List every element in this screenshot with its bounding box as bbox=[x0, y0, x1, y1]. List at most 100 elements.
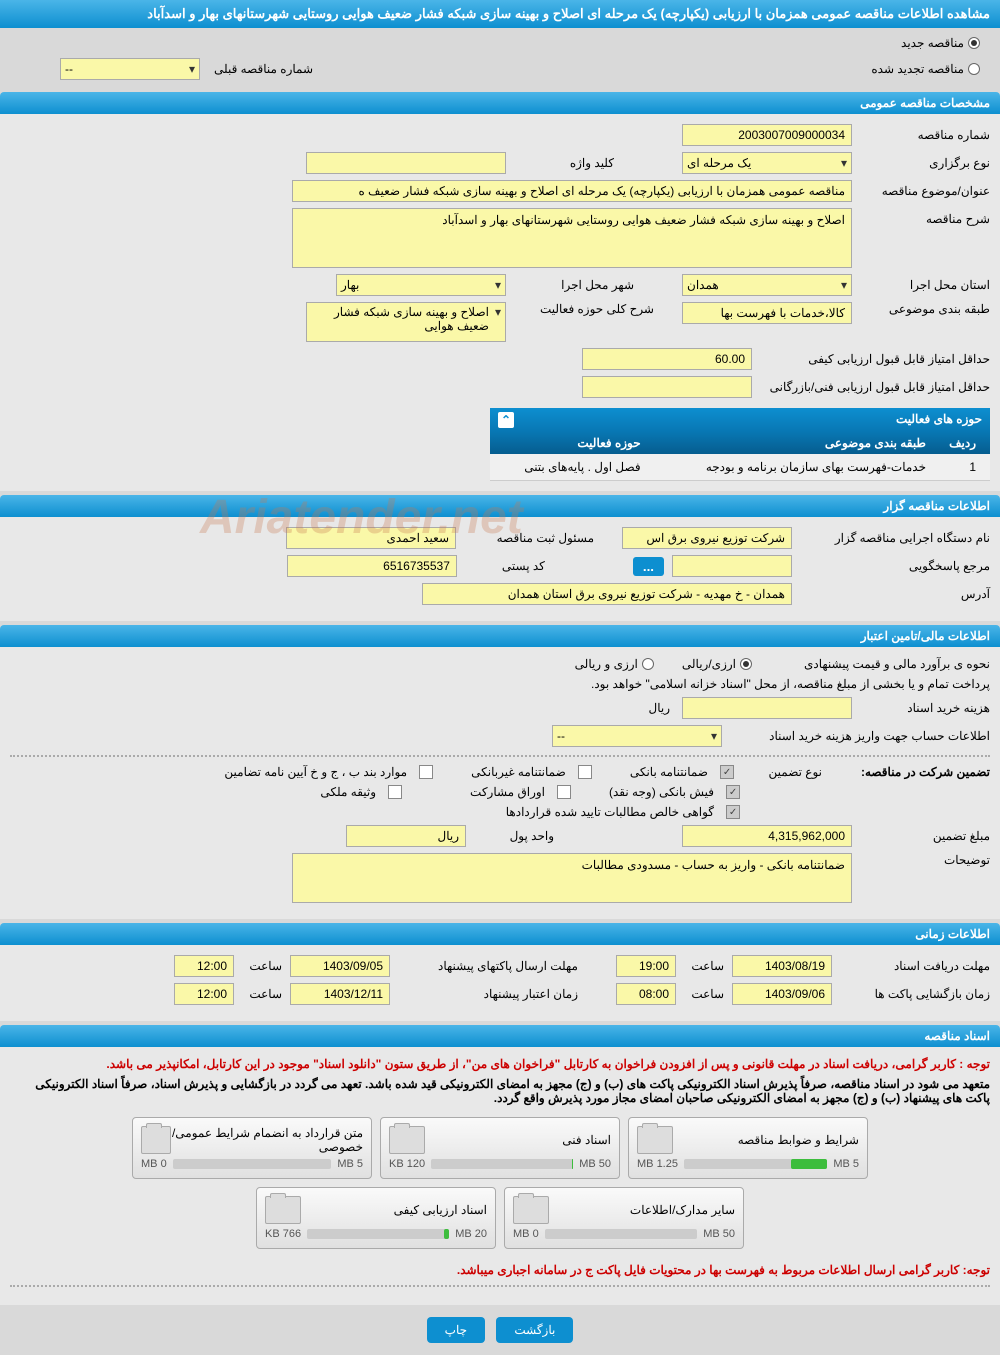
guarantee-type-label: نوع تضمین bbox=[742, 765, 822, 779]
footer-notice: توجه: کاربر گرامی ارسال اطلاعات مربوط به… bbox=[10, 1263, 990, 1277]
submit-date: 1403/09/05 bbox=[290, 955, 390, 977]
radio-new[interactable] bbox=[968, 37, 980, 49]
postal-label: کد پستی bbox=[465, 559, 545, 573]
registrar-field: سعید احمدی bbox=[286, 527, 456, 549]
min-tech-field bbox=[582, 376, 752, 398]
classification-field: کالا،خدمات با فهرست بها bbox=[682, 302, 852, 324]
file-used: 1.25 MB bbox=[637, 1158, 678, 1170]
tender-type-row: مناقصه جدید bbox=[0, 28, 1000, 58]
number-label: شماره مناقصه bbox=[860, 128, 990, 142]
guarantee-title: تضمین شرکت در مناقصه: bbox=[830, 765, 990, 779]
currency-label: واحد پول bbox=[474, 829, 554, 843]
org-field: شرکت توزیع نیروی برق اس bbox=[622, 527, 792, 549]
cb-bank-guarantee[interactable] bbox=[720, 765, 734, 779]
notice-1: توجه : کاربر گرامی، دریافت اسناد در مهلت… bbox=[10, 1057, 990, 1071]
file-name: متن قرارداد به انضمام شرایط عمومی/خصوصی bbox=[171, 1126, 363, 1154]
time-label-4: ساعت bbox=[242, 987, 282, 1001]
notes-textarea[interactable]: ضمانتنامه بانکی - واریز به حساب - مسدودی… bbox=[292, 853, 852, 903]
col-activity: حوزه فعالیت bbox=[498, 436, 647, 450]
desc-label: شرح مناقصه bbox=[860, 208, 990, 226]
submit-time: 12:00 bbox=[174, 955, 234, 977]
subject-label: عنوان/موضوع مناقصه bbox=[860, 184, 990, 198]
deposit-account-select[interactable]: -- bbox=[552, 725, 722, 747]
radio-renewed-label: مناقصه تجدید شده bbox=[871, 62, 964, 76]
radio-new-label: مناقصه جدید bbox=[901, 36, 964, 50]
validity-time: 12:00 bbox=[174, 983, 234, 1005]
folder-icon bbox=[389, 1126, 425, 1154]
estimate-label: نحوه ی برآورد مالی و قیمت پیشنهادی bbox=[760, 657, 990, 671]
folder-icon bbox=[513, 1196, 549, 1224]
city-select[interactable]: بهار bbox=[336, 274, 506, 296]
min-quality-label: حداقل امتیاز قابل قبول ارزیابی کیفی bbox=[760, 352, 990, 366]
notes-label: توضیحات bbox=[860, 853, 990, 867]
radio-rial[interactable] bbox=[740, 658, 752, 670]
responder-label: مرجع پاسخگویی bbox=[800, 559, 990, 573]
file-box[interactable]: اسناد فنی 50 MB 120 KB bbox=[380, 1117, 620, 1179]
file-total: 50 MB bbox=[579, 1158, 611, 1170]
file-used: 120 KB bbox=[389, 1158, 425, 1170]
time-label-1: ساعت bbox=[684, 959, 724, 973]
holding-type-select[interactable]: یک مرحله ای bbox=[682, 152, 852, 174]
folder-icon bbox=[637, 1126, 673, 1154]
file-total: 20 MB bbox=[455, 1228, 487, 1240]
ellipsis-button[interactable]: ... bbox=[633, 557, 664, 576]
notice-2: متعهد می شود در اسناد مناقصه، صرفاً پذیر… bbox=[10, 1077, 990, 1105]
file-progress bbox=[545, 1229, 698, 1239]
radio-renewed[interactable] bbox=[968, 63, 980, 75]
receive-deadline-label: مهلت دریافت اسناد bbox=[840, 959, 990, 973]
file-total: 50 MB bbox=[703, 1228, 735, 1240]
province-select[interactable]: همدان bbox=[682, 274, 852, 296]
deposit-account-label: اطلاعات حساب جهت واریز هزینه خرید اسناد bbox=[730, 729, 990, 743]
file-box[interactable]: شرایط و ضوابط مناقصه 5 MB 1.25 MB bbox=[628, 1117, 868, 1179]
file-box[interactable]: متن قرارداد به انضمام شرایط عمومی/خصوصی … bbox=[132, 1117, 372, 1179]
cb-net-recv[interactable] bbox=[726, 805, 740, 819]
cb-receipt[interactable] bbox=[726, 785, 740, 799]
section-general: مشخصات مناقصه عمومی bbox=[0, 92, 1000, 114]
activity-table-header: حوزه های فعالیت ⌃ bbox=[490, 408, 990, 432]
address-field: همدان - خ مهدیه - شرکت توزیع نیروی برق ا… bbox=[422, 583, 792, 605]
registrar-label: مسئول ثبت مناقصه bbox=[464, 531, 594, 545]
print-button[interactable]: چاپ bbox=[427, 1317, 485, 1343]
section-timing: اطلاعات زمانی bbox=[0, 923, 1000, 945]
cb-participation[interactable] bbox=[557, 785, 571, 799]
col-row: ردیف bbox=[932, 436, 982, 450]
doc-cost-label: هزینه خرید اسناد bbox=[860, 701, 990, 715]
currency-field: ریال bbox=[346, 825, 466, 847]
file-box[interactable]: سایر مدارک/اطلاعات 50 MB 0 MB bbox=[504, 1187, 744, 1249]
receive-date: 1403/08/19 bbox=[732, 955, 832, 977]
org-label: نام دستگاه اجرایی مناقصه گزار bbox=[800, 531, 990, 545]
province-label: استان محل اجرا bbox=[860, 278, 990, 292]
doc-cost-field[interactable] bbox=[682, 697, 852, 719]
treasury-note: پرداخت تمام و یا بخشی از مبلغ مناقصه، از… bbox=[591, 677, 990, 691]
city-label: شهر محل اجرا bbox=[514, 278, 634, 292]
table-row: 1 خدمات-فهرست بهای سازمان برنامه و بودجه… bbox=[490, 454, 990, 481]
cb-property[interactable] bbox=[388, 785, 402, 799]
section-holder: اطلاعات مناقصه گزار bbox=[0, 495, 1000, 517]
prev-number-label: شماره مناقصه قبلی bbox=[208, 62, 313, 76]
folder-icon bbox=[141, 1126, 171, 1154]
desc-textarea[interactable]: اصلاح و بهینه سازی شبکه فشار ضعیف هوایی … bbox=[292, 208, 852, 268]
classification-label: طبقه بندی موضوعی bbox=[860, 302, 990, 316]
file-name: شرایط و ضوابط مناقصه bbox=[738, 1133, 859, 1147]
activity-desc-label: شرح کلی حوزه فعالیت bbox=[514, 302, 654, 316]
file-name: سایر مدارک/اطلاعات bbox=[630, 1203, 735, 1217]
activity-desc-select[interactable]: اصلاح و بهینه سازی شبکه فشار ضعیف هوایی bbox=[306, 302, 506, 342]
folder-icon bbox=[265, 1196, 301, 1224]
min-tech-label: حداقل امتیاز قابل قبول ارزیابی فنی/بازرگ… bbox=[760, 380, 990, 394]
file-progress bbox=[173, 1159, 332, 1169]
collapse-icon[interactable]: ⌃ bbox=[498, 412, 514, 428]
amount-label: مبلغ تضمین bbox=[860, 829, 990, 843]
keyword-field[interactable] bbox=[306, 152, 506, 174]
back-button[interactable]: بازگشت bbox=[496, 1317, 573, 1343]
file-name: اسناد فنی bbox=[562, 1133, 611, 1147]
prev-number-select[interactable]: -- bbox=[60, 58, 200, 80]
time-label-2: ساعت bbox=[242, 959, 282, 973]
file-box[interactable]: اسناد ارزیابی کیفی 20 MB 766 KB bbox=[256, 1187, 496, 1249]
cb-bond[interactable] bbox=[419, 765, 433, 779]
subject-field[interactable]: مناقصه عمومی همزمان با ارزیابی (یکپارچه)… bbox=[292, 180, 852, 202]
opening-time: 08:00 bbox=[616, 983, 676, 1005]
cb-nonbank[interactable] bbox=[578, 765, 592, 779]
min-quality-field: 60.00 bbox=[582, 348, 752, 370]
radio-foreign[interactable] bbox=[642, 658, 654, 670]
validity-date: 1403/12/11 bbox=[290, 983, 390, 1005]
